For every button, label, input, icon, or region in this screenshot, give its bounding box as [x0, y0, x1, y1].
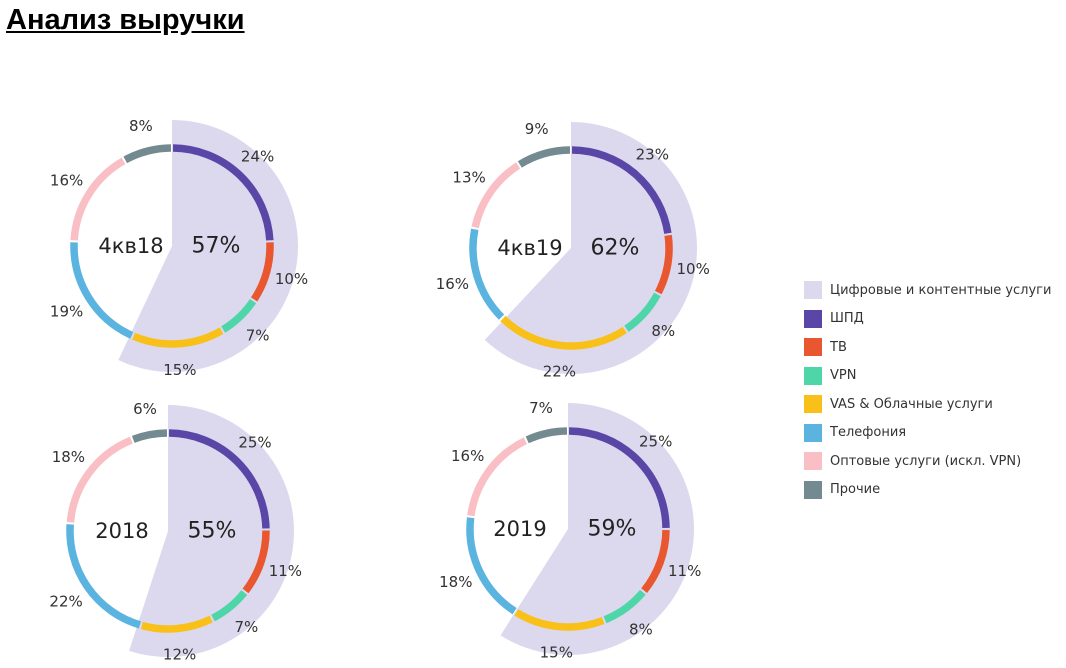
- value-label-vas: 22%: [543, 363, 576, 381]
- digital-share-label: 62%: [591, 236, 640, 261]
- digital-share-wedge: [118, 120, 298, 372]
- legend-swatch-broadband: [804, 309, 822, 328]
- ring-segment-telephony: [469, 228, 505, 320]
- legend-swatch-tv: [804, 338, 822, 357]
- value-label-vpn: 8%: [629, 620, 653, 638]
- value-label-telephony: 18%: [439, 573, 472, 591]
- legend-label-digital: Цифровые и контентные услуги: [830, 282, 1052, 298]
- value-label-tv: 11%: [269, 562, 302, 580]
- ring-segment-broadband: [571, 146, 672, 234]
- legend-swatch-wholesale: [804, 452, 822, 471]
- ring-segment-telephony: [70, 242, 134, 339]
- ring-segment-vas: [132, 327, 224, 348]
- ring-segment-tv: [641, 529, 670, 594]
- legend-item-telephony: Телефония: [804, 419, 1051, 448]
- legend-swatch-vas: [804, 395, 822, 414]
- ring-segment-wholesale: [70, 157, 126, 241]
- value-label-broadband: 23%: [636, 145, 669, 163]
- ring-segment-wholesale: [467, 437, 528, 517]
- value-label-tv: 10%: [275, 270, 308, 288]
- legend-item-vas: VAS & Облачные услуги: [804, 390, 1051, 419]
- digital-share-wedge: [129, 405, 295, 657]
- donut-chart-4: 25% 11% 8% 15% 18% 16% 7% 2019 59%: [439, 399, 701, 661]
- donut-chart-2: 23% 10% 8% 22% 16% 13% 9% 4кв19 62%: [436, 120, 710, 381]
- value-label-telephony: 19%: [50, 302, 83, 320]
- ring-segment-tv: [250, 242, 274, 302]
- value-label-telephony: 16%: [436, 275, 469, 293]
- value-label-wholesale: 16%: [451, 447, 484, 465]
- ring-segment-telephony: [466, 517, 517, 615]
- value-label-broadband: 25%: [639, 432, 672, 450]
- ring-segment-other: [123, 144, 172, 164]
- digital-share-label: 55%: [188, 519, 237, 544]
- value-label-other: 9%: [525, 120, 549, 138]
- ring-segment-vas: [514, 609, 605, 631]
- ring-segment-vpn: [221, 298, 257, 333]
- value-label-broadband: 24%: [241, 147, 274, 165]
- ring-segment-tv: [242, 530, 270, 594]
- ring-segment-vpn: [603, 589, 646, 624]
- ring-segment-broadband: [172, 144, 274, 241]
- ring-segment-telephony: [66, 524, 142, 629]
- ring-segment-other: [517, 146, 571, 168]
- value-label-other: 7%: [529, 399, 553, 417]
- ring-segment-vas: [500, 315, 627, 350]
- ring-segment-wholesale: [471, 162, 521, 229]
- legend-label-wholesale: Оптовые услуги (искл. VPN): [830, 453, 1022, 469]
- legend-swatch-vpn: [804, 366, 822, 385]
- ring-segment-vpn: [624, 292, 661, 332]
- value-label-vas: 12%: [163, 646, 196, 664]
- ring-segment-wholesale: [66, 436, 133, 523]
- digital-share-label: 57%: [192, 234, 241, 259]
- period-label: 4кв19: [497, 236, 562, 260]
- value-label-vpn: 7%: [246, 327, 270, 345]
- ring-segment-tv: [654, 234, 673, 295]
- value-label-vas: 15%: [540, 643, 573, 661]
- legend-label-tv: ТВ: [830, 339, 847, 355]
- legend-label-vpn: VPN: [830, 368, 857, 384]
- donut-chart-1: 24% 10% 7% 15% 19% 16% 8% 4кв18 57%: [50, 117, 308, 379]
- ring-segment-vpn: [211, 590, 248, 622]
- value-label-vas: 15%: [163, 361, 196, 379]
- legend-item-other: Прочие: [804, 476, 1051, 505]
- value-label-telephony: 22%: [49, 593, 82, 611]
- value-label-vpn: 8%: [651, 322, 675, 340]
- ring-segment-vas: [140, 615, 213, 633]
- legend-label-broadband: ШПД: [830, 311, 864, 327]
- legend-item-wholesale: Оптовые услуги (искл. VPN): [804, 447, 1051, 476]
- ring-segment-broadband: [568, 427, 670, 529]
- value-label-wholesale: 16%: [50, 172, 83, 190]
- page-title: Анализ выручки: [6, 4, 245, 36]
- legend: Цифровые и контентные услуги ШПД ТВ VPN …: [804, 276, 1051, 504]
- value-label-vpn: 7%: [235, 618, 259, 636]
- legend-label-vas: VAS & Облачные услуги: [830, 396, 993, 412]
- legend-item-tv: ТВ: [804, 333, 1051, 362]
- ring-segment-other: [525, 427, 568, 444]
- legend-label-telephony: Телефония: [830, 425, 907, 441]
- value-label-tv: 10%: [677, 260, 710, 278]
- legend-label-other: Прочие: [830, 482, 881, 498]
- donut-chart-3: 25% 11% 7% 12% 22% 18% 6% 2018 55%: [49, 400, 302, 663]
- legend-item-digital: Цифровые и контентные услуги: [804, 276, 1051, 305]
- legend-swatch-other: [804, 480, 822, 499]
- legend-swatch-telephony: [804, 423, 822, 442]
- value-label-other: 6%: [133, 400, 157, 418]
- value-label-wholesale: 18%: [52, 448, 85, 466]
- value-label-broadband: 25%: [238, 434, 271, 452]
- ring-segment-broadband: [168, 429, 270, 529]
- value-label-tv: 11%: [668, 562, 701, 580]
- period-label: 2019: [493, 517, 546, 541]
- digital-share-label: 59%: [588, 517, 637, 542]
- legend-swatch-digital: [804, 281, 822, 300]
- period-label: 4кв18: [98, 234, 163, 258]
- value-label-wholesale: 13%: [452, 168, 485, 186]
- legend-item-broadband: ШПД: [804, 305, 1051, 334]
- legend-item-vpn: VPN: [804, 362, 1051, 391]
- period-label: 2018: [95, 519, 148, 543]
- ring-segment-other: [131, 429, 168, 443]
- value-label-other: 8%: [129, 117, 153, 135]
